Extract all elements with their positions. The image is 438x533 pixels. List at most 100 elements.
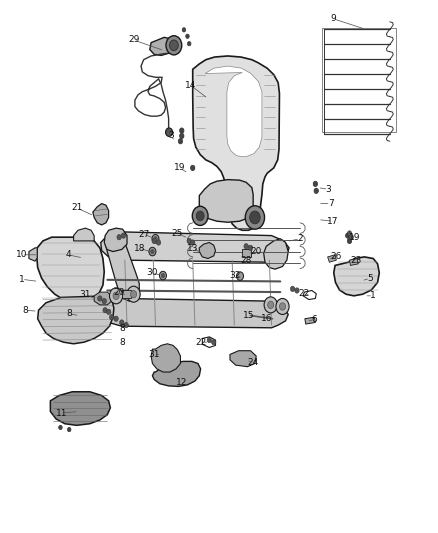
Text: 12: 12 xyxy=(176,378,187,387)
Circle shape xyxy=(166,36,182,55)
Text: 23: 23 xyxy=(350,256,361,264)
Circle shape xyxy=(149,247,156,256)
Circle shape xyxy=(191,240,195,245)
Text: 22: 22 xyxy=(196,338,207,346)
Circle shape xyxy=(264,297,277,313)
Circle shape xyxy=(313,181,318,187)
Circle shape xyxy=(117,235,121,240)
Polygon shape xyxy=(150,37,173,55)
Circle shape xyxy=(244,244,248,249)
Text: 26: 26 xyxy=(330,253,342,261)
Text: 5: 5 xyxy=(367,274,373,282)
Circle shape xyxy=(180,128,184,133)
Circle shape xyxy=(191,165,195,171)
Polygon shape xyxy=(50,392,110,425)
Text: 1: 1 xyxy=(370,292,376,300)
Text: 15: 15 xyxy=(243,311,254,319)
Polygon shape xyxy=(334,257,379,296)
Polygon shape xyxy=(350,259,358,265)
Polygon shape xyxy=(106,236,139,301)
Text: 17: 17 xyxy=(327,217,339,225)
Circle shape xyxy=(186,34,189,38)
Circle shape xyxy=(106,309,111,314)
Polygon shape xyxy=(104,228,127,252)
Circle shape xyxy=(276,298,289,314)
Polygon shape xyxy=(94,292,112,305)
Text: 32: 32 xyxy=(230,271,241,279)
Circle shape xyxy=(346,233,350,238)
Circle shape xyxy=(250,211,260,224)
Circle shape xyxy=(151,249,154,254)
Polygon shape xyxy=(199,180,253,222)
Text: 18: 18 xyxy=(134,244,145,253)
Text: 3: 3 xyxy=(168,132,174,140)
Polygon shape xyxy=(305,317,315,324)
Text: 7: 7 xyxy=(328,199,334,208)
Text: 19: 19 xyxy=(174,164,185,172)
Circle shape xyxy=(196,211,204,221)
Circle shape xyxy=(295,288,299,293)
Polygon shape xyxy=(152,361,201,386)
Circle shape xyxy=(131,290,137,298)
Text: 11: 11 xyxy=(56,409,67,417)
Circle shape xyxy=(207,337,212,343)
Circle shape xyxy=(245,206,265,229)
Text: 20: 20 xyxy=(251,247,262,256)
Text: 13: 13 xyxy=(187,244,198,253)
Circle shape xyxy=(180,133,184,139)
Circle shape xyxy=(248,245,253,251)
Text: 22: 22 xyxy=(298,289,310,298)
Circle shape xyxy=(152,238,156,244)
Circle shape xyxy=(124,322,128,328)
Circle shape xyxy=(314,188,318,193)
Circle shape xyxy=(113,292,119,300)
Polygon shape xyxy=(93,204,109,225)
Circle shape xyxy=(121,233,126,238)
Circle shape xyxy=(187,238,191,244)
Text: 25: 25 xyxy=(172,229,183,238)
Circle shape xyxy=(268,301,274,309)
Circle shape xyxy=(154,237,157,241)
Circle shape xyxy=(192,206,208,225)
Text: 1: 1 xyxy=(19,275,25,284)
Circle shape xyxy=(212,340,216,345)
Text: 3: 3 xyxy=(325,185,332,193)
Polygon shape xyxy=(74,228,94,241)
Polygon shape xyxy=(205,66,262,157)
Text: 8: 8 xyxy=(120,325,126,333)
Text: 8: 8 xyxy=(119,338,125,346)
Circle shape xyxy=(161,273,165,278)
Circle shape xyxy=(152,235,159,243)
Circle shape xyxy=(290,286,295,292)
Polygon shape xyxy=(38,296,114,344)
Polygon shape xyxy=(242,249,251,257)
Circle shape xyxy=(159,271,166,280)
Text: 20: 20 xyxy=(113,288,125,297)
Circle shape xyxy=(347,231,352,236)
Text: 31: 31 xyxy=(80,290,91,299)
Circle shape xyxy=(178,139,183,144)
Text: 9: 9 xyxy=(330,14,336,23)
Text: 6: 6 xyxy=(311,315,318,324)
Polygon shape xyxy=(101,232,289,262)
Polygon shape xyxy=(199,243,215,259)
Text: 14: 14 xyxy=(185,81,196,90)
Text: 10: 10 xyxy=(16,251,28,259)
Text: 24: 24 xyxy=(247,358,259,367)
Circle shape xyxy=(114,316,118,321)
Circle shape xyxy=(59,425,62,430)
Polygon shape xyxy=(101,298,288,328)
Circle shape xyxy=(166,128,173,136)
Polygon shape xyxy=(264,239,288,269)
Polygon shape xyxy=(37,237,104,303)
Polygon shape xyxy=(151,344,180,372)
Circle shape xyxy=(67,427,71,432)
Circle shape xyxy=(110,314,114,320)
Text: 30: 30 xyxy=(147,269,158,277)
Circle shape xyxy=(156,240,161,245)
Text: 28: 28 xyxy=(240,256,252,264)
Circle shape xyxy=(279,303,286,310)
Polygon shape xyxy=(122,290,131,298)
Polygon shape xyxy=(193,56,279,230)
Circle shape xyxy=(187,42,191,46)
